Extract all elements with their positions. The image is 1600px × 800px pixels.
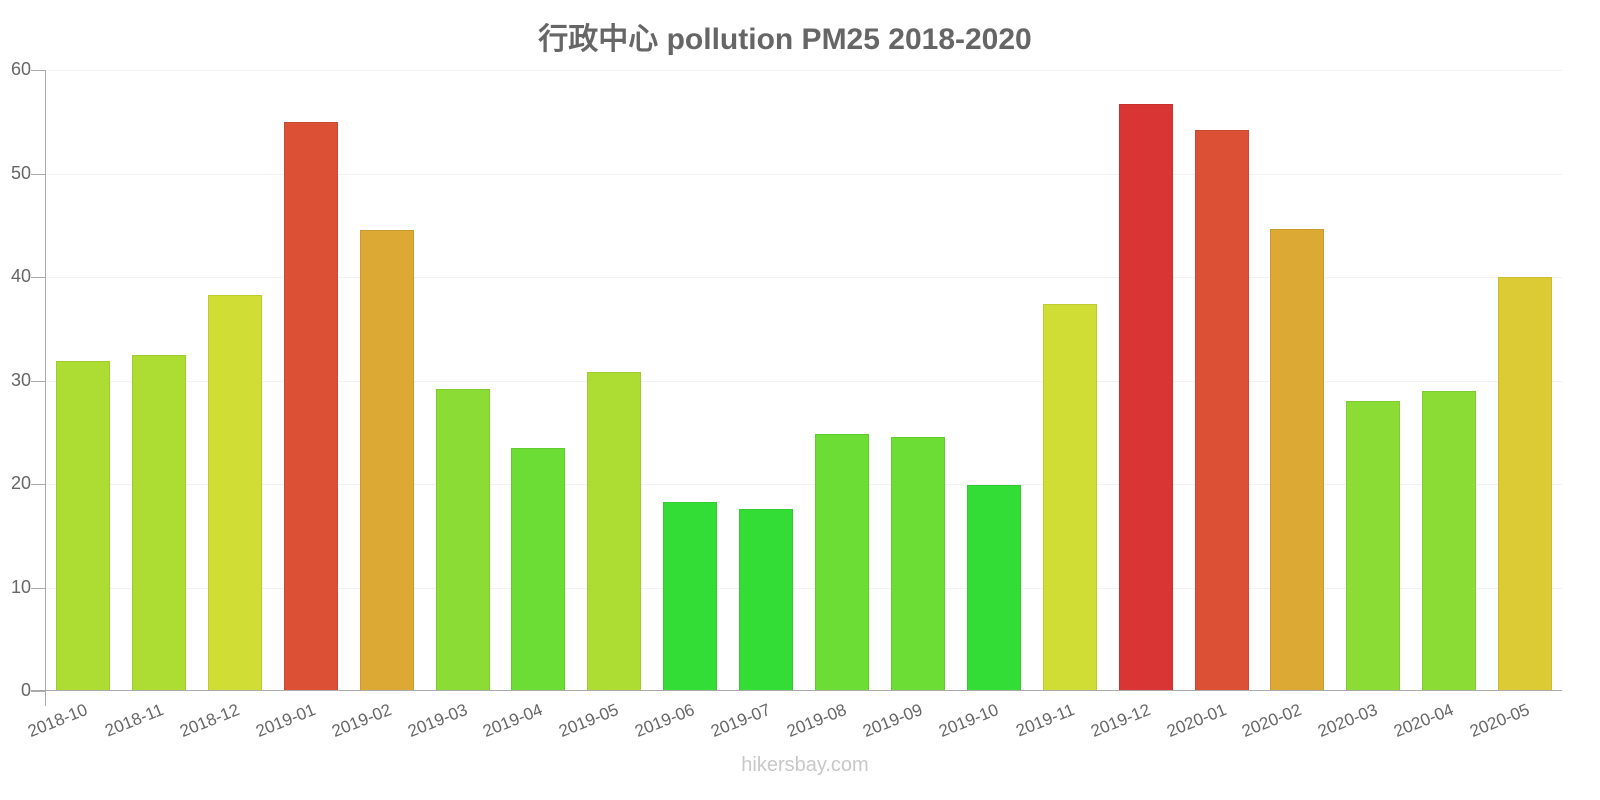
bar-2019-08[interactable] xyxy=(815,434,869,691)
bar-2019-11[interactable] xyxy=(1042,303,1097,691)
bar-2019-06[interactable] xyxy=(663,501,718,691)
gridline xyxy=(45,173,1562,175)
y-axis-line xyxy=(45,70,46,706)
y-tick-label: 50 xyxy=(10,162,31,183)
bar-2019-02[interactable] xyxy=(359,230,414,691)
y-tick-mark xyxy=(31,277,45,278)
y-tick-label: 60 xyxy=(10,59,31,79)
y-tick-mark xyxy=(31,70,45,71)
x-tick-label: 2020-03 xyxy=(1315,700,1381,741)
y-tick-label: 10 xyxy=(10,576,31,597)
watermark: hikersbay.com xyxy=(741,754,869,776)
gridline xyxy=(45,70,1562,71)
bar-2020-01[interactable] xyxy=(1194,130,1249,691)
y-tick-mark xyxy=(31,173,45,175)
plot-area xyxy=(45,70,1562,691)
gridline xyxy=(45,277,1562,278)
x-tick-label: 2018-12 xyxy=(176,700,242,741)
x-tick-label: 2019-01 xyxy=(252,700,318,741)
bar-2019-12[interactable] xyxy=(1118,104,1173,691)
x-tick-label: 2018-10 xyxy=(25,700,91,741)
x-tick-label: 2020-05 xyxy=(1467,700,1533,741)
x-tick-label: 2019-10 xyxy=(935,700,1001,741)
bar-2019-03[interactable] xyxy=(435,388,490,691)
gridline xyxy=(45,380,1562,382)
bar-2019-09[interactable] xyxy=(890,437,945,691)
x-tick-label: 2020-01 xyxy=(1163,700,1229,741)
bar-2018-12[interactable] xyxy=(207,294,262,691)
bar-2018-11[interactable] xyxy=(131,354,186,691)
y-tick-label: 30 xyxy=(10,369,31,390)
bar-2018-10[interactable] xyxy=(56,360,110,691)
x-tick-label: 2019-08 xyxy=(784,700,850,741)
y-tick-mark xyxy=(31,484,45,485)
x-tick-label: 2019-09 xyxy=(860,700,926,741)
x-tick-label: 2019-03 xyxy=(404,700,470,741)
bar-2020-05[interactable] xyxy=(1498,277,1553,691)
y-tick-label: 0 xyxy=(20,680,31,700)
y-tick-mark xyxy=(31,587,45,589)
chart-title: 行政中心 pollution PM25 2018-2020 xyxy=(538,23,1032,56)
y-tick-label: 40 xyxy=(10,266,31,286)
y-tick-mark xyxy=(31,380,45,382)
bar-2019-04[interactable] xyxy=(511,447,566,691)
gridline xyxy=(45,587,1562,589)
y-tick-label: 20 xyxy=(10,473,31,493)
bar-2020-03[interactable] xyxy=(1346,401,1401,691)
x-tick-label: 2019-02 xyxy=(328,700,394,741)
gridline xyxy=(45,484,1562,485)
x-tick-label: 2019-11 xyxy=(1012,700,1077,741)
x-tick-label: 2019-12 xyxy=(1087,700,1153,741)
bar-2019-10[interactable] xyxy=(966,485,1021,691)
x-tick-label: 2019-05 xyxy=(556,700,622,741)
x-tick-label: 2019-07 xyxy=(708,700,774,741)
bar-2020-02[interactable] xyxy=(1270,229,1325,691)
x-tick-label: 2018-11 xyxy=(102,700,167,741)
x-axis-line xyxy=(31,690,1562,691)
bar-2019-05[interactable] xyxy=(587,372,642,691)
y-tick-mark xyxy=(31,691,45,692)
x-tick-label: 2020-04 xyxy=(1391,700,1457,741)
bar-2019-01[interactable] xyxy=(283,121,338,691)
bar-2019-07[interactable] xyxy=(739,508,794,691)
x-tick-label: 2020-02 xyxy=(1239,700,1305,741)
x-tick-label: 2019-04 xyxy=(480,700,546,741)
bar-2020-04[interactable] xyxy=(1422,390,1477,691)
x-tick-label: 2019-06 xyxy=(632,700,698,741)
